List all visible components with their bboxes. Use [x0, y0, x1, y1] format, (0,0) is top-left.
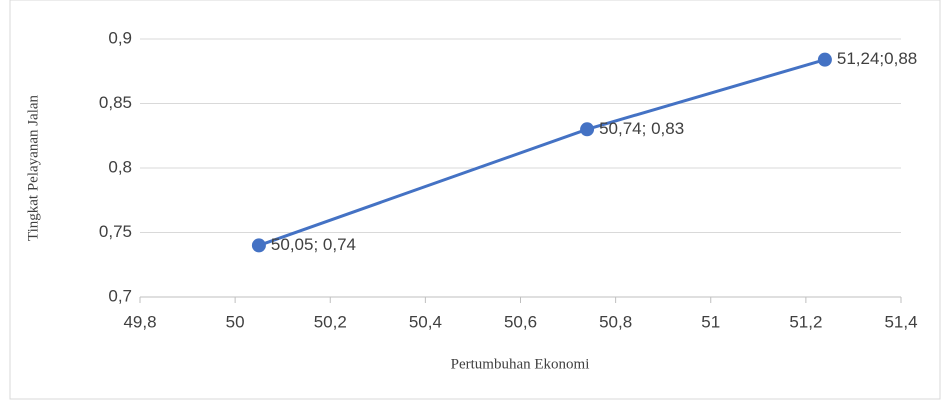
y-axis-title: Tingkat Pelayanan Jalan — [25, 94, 41, 241]
y-tick-label: 0,7 — [108, 286, 132, 305]
y-tick-label: 0,85 — [99, 93, 132, 112]
y-tick-label: 0,8 — [108, 157, 132, 176]
data-label: 50,74; 0,83 — [599, 119, 684, 138]
data-label: 50,05; 0,74 — [271, 235, 356, 254]
x-tick-label: 51,2 — [789, 312, 822, 331]
x-tick-label: 50,6 — [504, 312, 537, 331]
data-label: 51,24;0,88 — [837, 49, 917, 68]
x-tick-label: 50,2 — [314, 312, 347, 331]
y-tick-label: 0,9 — [108, 28, 132, 47]
x-tick-label: 49,8 — [123, 312, 156, 331]
x-axis-title: Pertumbuhan Ekonomi — [451, 356, 590, 372]
x-tick-label: 50,4 — [409, 312, 442, 331]
data-point — [251, 238, 266, 253]
y-tick-label: 0,75 — [99, 222, 132, 241]
x-tick-label: 51,4 — [884, 312, 917, 331]
x-tick-label: 50,8 — [599, 312, 632, 331]
data-point — [817, 52, 832, 67]
chart-frame — [9, 0, 941, 400]
data-point — [580, 122, 595, 137]
x-tick-label: 51 — [701, 312, 720, 331]
x-tick-label: 50 — [226, 312, 245, 331]
